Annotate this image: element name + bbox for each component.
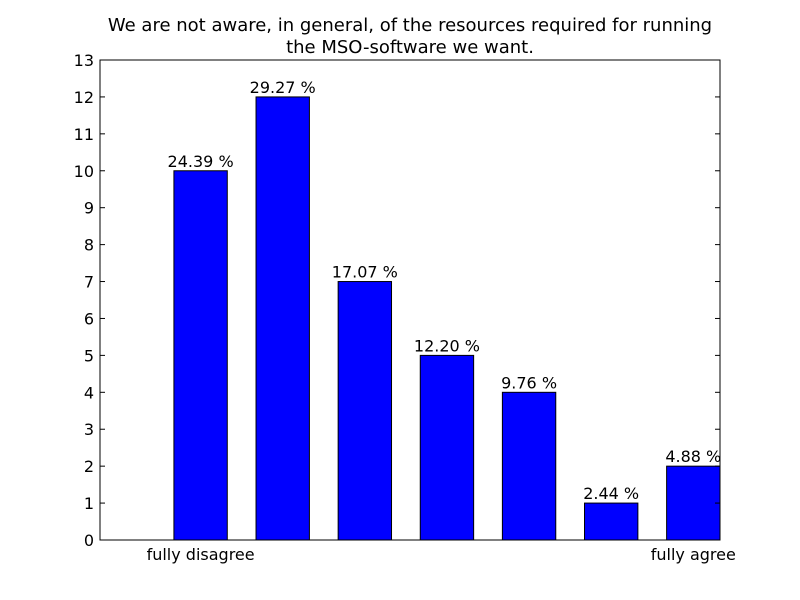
- y-tick-label: 11: [74, 125, 94, 144]
- bar-data-label: 12.20 %: [414, 336, 480, 355]
- bar-data-label: 29.27 %: [250, 78, 316, 97]
- y-tick-label: 4: [84, 383, 94, 402]
- y-tick-label: 6: [84, 309, 94, 328]
- bar-data-label: 4.88 %: [665, 447, 721, 466]
- bar-data-label: 17.07 %: [332, 263, 398, 282]
- chart-title-line-1: We are not aware, in general, of the res…: [108, 15, 712, 36]
- x-tick-label: fully agree: [651, 545, 736, 564]
- chart-title: We are not aware, in general, of the res…: [108, 15, 712, 58]
- bar: [337, 281, 393, 541]
- plot-area: 24.39 % 29.27 % 17.07 % 12.20 % 9.76 % 2.44 %…: [74, 51, 736, 564]
- bar: [255, 96, 310, 541]
- chart-title-line-2: the MSO-software we want.: [286, 37, 534, 58]
- y-tick-label: 10: [74, 162, 94, 181]
- bar: [584, 502, 639, 541]
- y-tick-label: 9: [84, 199, 94, 218]
- y-tick-label: 2: [84, 457, 94, 476]
- x-tick-label: fully disagree: [147, 545, 255, 564]
- y-tick-label: 12: [74, 88, 94, 107]
- y-tick-label: 13: [74, 51, 94, 70]
- y-tick-label: 8: [84, 236, 94, 255]
- plot-frame: [99, 59, 721, 541]
- y-tick-label: 7: [84, 273, 94, 292]
- bar: [666, 465, 721, 541]
- y-tick-label: 3: [84, 420, 94, 439]
- bar-data-label: 9.76 %: [501, 373, 557, 392]
- y-tick-label: 1: [84, 494, 94, 513]
- bar-data-label: 24.39 %: [168, 152, 234, 171]
- bar: [501, 391, 557, 541]
- y-tick-label: 5: [84, 346, 94, 365]
- bar: [173, 170, 228, 541]
- bar-data-label: 2.44 %: [583, 484, 639, 503]
- bar: [419, 354, 475, 541]
- y-tick-label: 0: [84, 531, 94, 550]
